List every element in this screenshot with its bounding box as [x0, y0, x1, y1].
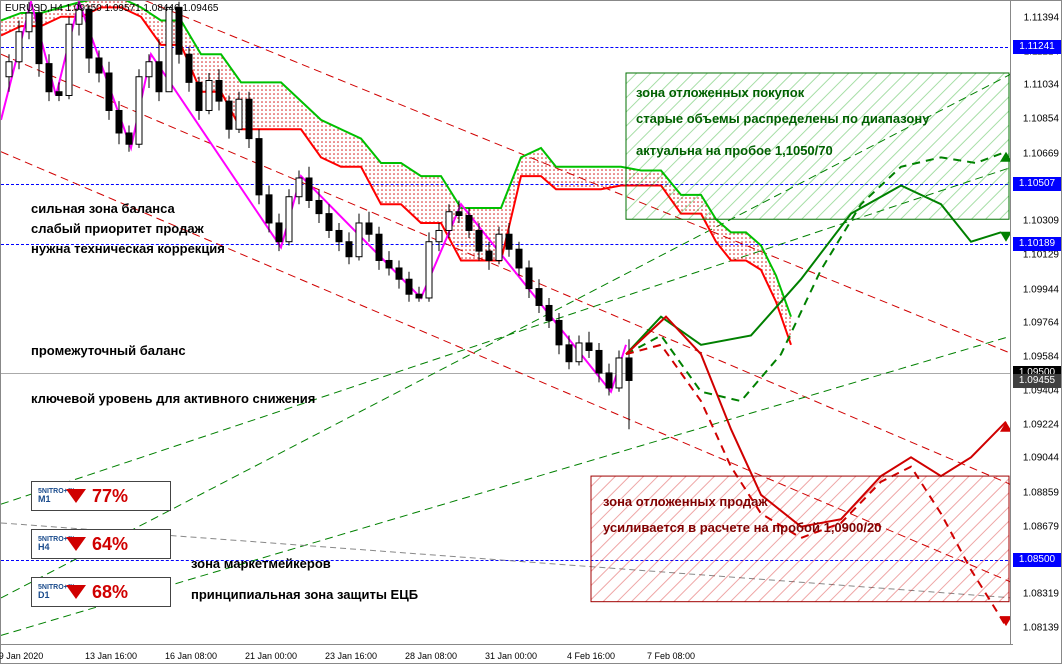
y-tick: 1.09584 — [1023, 352, 1059, 363]
y-tick: 1.08679 — [1023, 521, 1059, 532]
forex-chart[interactable]: EURUSD,H4 1.09150 1.09571 1.08446 1.0946… — [0, 0, 1062, 664]
y-tick: 1.09044 — [1023, 453, 1059, 464]
price-tag: 1.10189 — [1013, 237, 1061, 251]
zone-annotation: актуальна на пробое 1,1050/70 — [636, 143, 833, 158]
y-tick: 1.11034 — [1024, 80, 1059, 91]
y-tick: 1.08139 — [1023, 623, 1059, 634]
nitro-indicator: 5NITRO+™H464% — [31, 529, 171, 559]
nitro-indicator: 5NITRO+™D168% — [31, 577, 171, 607]
x-tick: 9 Jan 2020 — [0, 651, 43, 661]
x-axis: 9 Jan 2020 13 Jan 16:00 16 Jan 08:00 21 Jan… — [1, 644, 1013, 663]
y-tick: 1.08319 — [1023, 589, 1059, 600]
down-arrow-icon — [66, 489, 86, 503]
x-tick: 7 Feb 08:00 — [647, 651, 695, 661]
indicator-percent: 68% — [92, 582, 128, 603]
chart-annotation: слабый приоритет продаж — [31, 221, 204, 236]
chart-annotation: промежуточный баланс — [31, 343, 186, 358]
price-tag: 1.08500 — [1013, 553, 1061, 567]
nitro-indicator: 5NITRO+™M177% — [31, 481, 171, 511]
x-tick: 31 Jan 00:00 — [485, 651, 537, 661]
chart-annotation: ключевой уровень для активного снижения — [31, 391, 315, 406]
down-arrow-icon — [66, 537, 86, 551]
chart-annotation: принципиальная зона защиты ЕЦБ — [191, 587, 418, 602]
y-tick: 1.08859 — [1023, 488, 1059, 499]
chart-annotation: сильная зона баланса — [31, 201, 175, 216]
zone-annotation: зона отложенных продаж — [603, 494, 768, 509]
price-tag: 1.11241 — [1013, 40, 1061, 54]
y-tick: 1.09944 — [1023, 284, 1059, 295]
indicator-percent: 77% — [92, 486, 128, 507]
y-tick: 1.09224 — [1023, 419, 1059, 430]
indicator-percent: 64% — [92, 534, 128, 555]
x-tick: 16 Jan 08:00 — [165, 651, 217, 661]
price-tag: 1.10507 — [1013, 177, 1061, 191]
y-tick: 1.11394 — [1024, 12, 1059, 23]
x-tick: 21 Jan 00:00 — [245, 651, 297, 661]
y-tick: 1.09764 — [1023, 318, 1059, 329]
y-axis: 1.113941.112141.110341.108541.106691.105… — [1010, 1, 1061, 645]
y-tick: 1.10854 — [1023, 114, 1059, 125]
symbol-label: EURUSD,H4 1.09150 1.09571 1.08446 1.0946… — [5, 3, 219, 14]
down-arrow-icon — [66, 585, 86, 599]
zone-annotation: усиливается в расчете на пробой 1,0900/2… — [603, 520, 881, 535]
zone-annotation: зона отложенных покупок — [636, 85, 804, 100]
x-tick: 4 Feb 16:00 — [567, 651, 615, 661]
chart-annotation: зона маркетмейкеров — [191, 556, 331, 571]
zone-annotation: старые объемы распределены по диапазону — [636, 111, 929, 126]
x-tick: 13 Jan 16:00 — [85, 651, 137, 661]
y-tick: 1.10129 — [1023, 250, 1059, 261]
chart-annotation: нужна техническая коррекция — [31, 241, 225, 256]
x-tick: 28 Jan 08:00 — [405, 651, 457, 661]
x-tick: 23 Jan 16:00 — [325, 651, 377, 661]
price-tag: 1.09455 — [1013, 374, 1061, 388]
y-tick: 1.10309 — [1023, 216, 1059, 227]
y-tick: 1.10669 — [1023, 148, 1059, 159]
